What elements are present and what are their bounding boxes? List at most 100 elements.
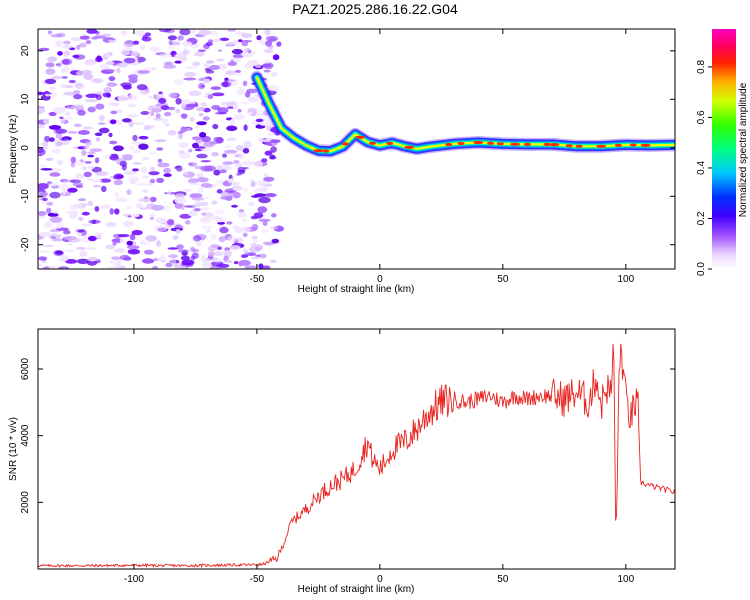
noise-blob [259,122,270,126]
noise-blob [149,213,156,218]
noise-blob [38,147,44,154]
noise-blob [70,162,76,168]
noise-blob [113,60,123,64]
noise-blob [214,209,225,215]
noise-blob [151,204,165,211]
noise-blob [55,132,63,139]
noise-blob [208,39,214,43]
noise-blob [117,108,124,114]
noise-blob [105,244,116,250]
noise-blob [149,178,156,184]
noise-blob [89,148,103,152]
noise-blob [190,246,196,252]
noise-blob [183,188,193,192]
noise-blob [164,123,170,127]
noise-blob [158,29,172,33]
noise-blob [55,128,68,134]
noise-blob [217,49,222,52]
noise-blob [155,217,166,224]
noise-blob [70,156,77,164]
noise-blob [116,67,121,74]
ridge-peak [496,142,504,146]
ridge-peak [596,144,607,148]
noise-blob [216,263,230,268]
noise-blob [203,78,211,84]
noise-blob [181,265,187,269]
noise-blob [59,138,68,141]
noise-blob [97,122,106,125]
noise-blob [161,205,170,212]
noise-blob [131,229,143,236]
noise-blob [237,237,244,244]
spectrogram-x-tick-label: -100 [124,274,144,285]
noise-blob [216,58,225,62]
noise-blob [112,241,117,246]
noise-blob [57,51,63,56]
noise-blob [201,262,212,268]
noise-blob [175,98,182,105]
noise-blob [73,123,82,128]
ridge-peak [543,142,551,146]
noise-blob [64,84,74,89]
noise-blob [167,106,176,111]
noise-blob [188,182,201,186]
noise-blob [264,150,273,156]
ridge-peak [614,143,622,147]
noise-blob [265,40,273,47]
noise-blob [232,54,244,59]
noise-blob [225,79,236,82]
noise-blob [79,35,90,40]
noise-blob [79,159,85,163]
spectrogram-ridge [250,71,675,158]
noise-blob [235,173,242,176]
noise-blob [68,242,73,246]
noise-blob [210,244,220,249]
noise-blob [138,135,149,140]
noise-blob [224,149,238,154]
noise-blob [237,166,246,173]
noise-blob [222,161,234,165]
noise-blob [157,158,163,163]
noise-blob [104,53,112,58]
noise-blob [83,171,92,178]
spectrogram-y-ticks: 20 10 0 -10 -20 [20,45,675,252]
noise-blob [167,92,178,99]
snr-x-ticks: -100 -50 0 50 100 [124,329,635,585]
noise-blob [218,164,232,171]
noise-blob [180,255,190,261]
noise-blob [187,178,199,184]
noise-blob [127,176,140,182]
noise-blob [269,156,277,160]
noise-blob [227,29,237,32]
noise-blob [108,76,116,82]
noise-blob [155,93,165,100]
noise-blob [174,193,186,199]
noise-blob [87,154,95,158]
noise-blob [54,250,64,255]
noise-blob [159,53,172,59]
noise-blob [202,207,210,211]
noise-blob [126,240,133,246]
noise-blob [267,133,276,136]
noise-blob [262,241,275,246]
snr-y-tick-label: 4000 [20,424,31,447]
ridge-peak [575,144,583,148]
noise-blob [246,59,259,67]
noise-blob [217,107,229,114]
noise-blob [138,197,152,203]
noise-blob [132,122,145,125]
noise-blob [189,116,195,122]
noise-blob [217,221,226,225]
noise-blob [42,197,48,202]
ridge-peak [523,142,531,146]
noise-blob [105,61,115,65]
noise-blob [38,263,43,267]
noise-blob [212,258,222,263]
noise-blob [163,173,172,178]
noise-blob [210,216,223,220]
noise-blob [259,139,272,143]
colorbar-tick-label: 0.8 [696,60,707,74]
noise-blob [201,135,211,143]
noise-blob [82,203,88,207]
noise-blob [167,219,175,226]
